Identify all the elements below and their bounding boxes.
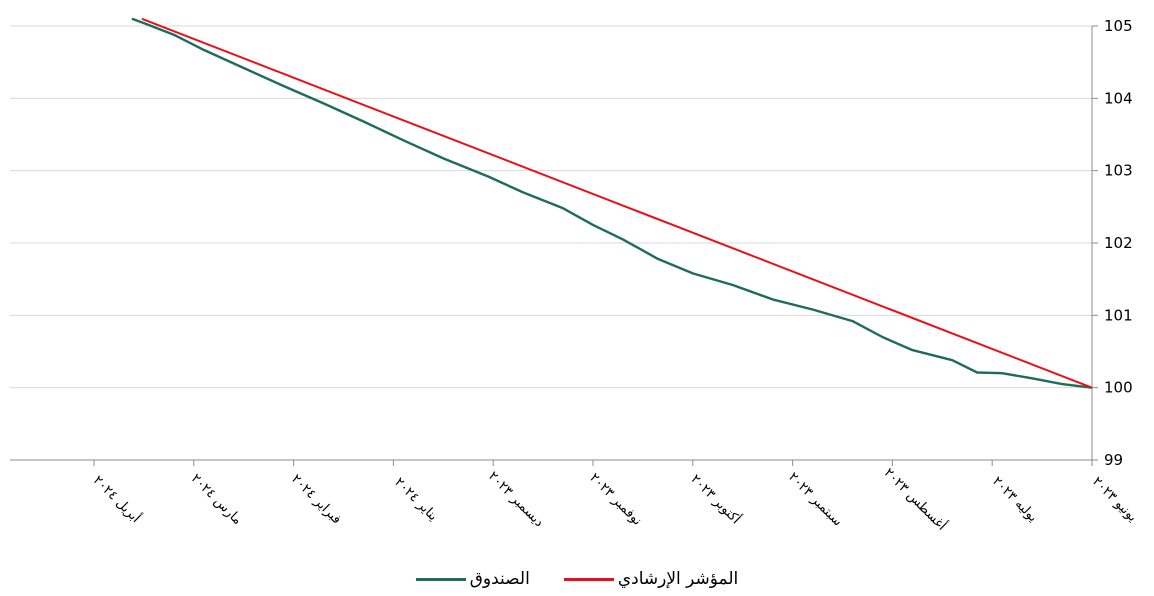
legend-label-benchmark: المؤشر الإرشادي (617, 569, 739, 589)
x-tick-label-7: يناير ٢٠٢٤ (391, 475, 440, 524)
y-tick-label-102: 102 (1104, 234, 1133, 252)
series-lines (131, 17, 1093, 389)
tick-labels: 99 100 101 102 103 104 105 يونيو ٢٠٢٣ يوليه ٢٠٢٣… (90, 17, 1140, 534)
y-tick-label-99: 99 (1104, 451, 1123, 469)
axes (10, 25, 1098, 466)
y-tick-label-103: 103 (1104, 162, 1133, 180)
x-tick-label-6: ديسمبر ٢٠٢٣ (485, 469, 546, 530)
legend-swatch-benchmark (563, 577, 614, 581)
y-tick-label-100: 100 (1104, 379, 1133, 397)
x-tick-label-2: أغسطس ٢٠٢٣ (881, 464, 951, 534)
x-tick-label-5: نوفمبر ٢٠٢٣ (586, 470, 644, 528)
x-tick-label-4: أكتوبر ٢٠٢٣ (688, 470, 745, 527)
legend-item-fund: الصندوق (415, 569, 530, 589)
gridlines (10, 25, 1092, 461)
x-tick-label-3: سبتمبر ٢٠٢٣ (785, 470, 845, 530)
y-tick-label-101: 101 (1104, 306, 1133, 324)
x-tick-label-0: يونيو ٢٠٢٣ (1089, 474, 1140, 525)
series-line-benchmark (141, 17, 1093, 389)
legend-item-benchmark: المؤشر الإرشادي (563, 569, 739, 589)
legend: المؤشر الإرشادي الصندوق (0, 566, 1154, 592)
x-tick-label-9: مارس ٢٠٢٤ (188, 471, 245, 528)
y-tick-label-105: 105 (1104, 17, 1133, 35)
x-tick-label-10: أبريل ٢٠٢٤ (90, 472, 144, 526)
legend-swatch-fund (415, 577, 466, 581)
series-line-fund (131, 17, 1093, 389)
x-tick-label-8: فبراير ٢٠٢٤ (288, 472, 344, 528)
y-tick-label-104: 104 (1104, 89, 1133, 107)
x-tick-label-1: يوليه ٢٠٢٣ (989, 474, 1040, 525)
legend-label-fund: الصندوق (469, 569, 530, 589)
